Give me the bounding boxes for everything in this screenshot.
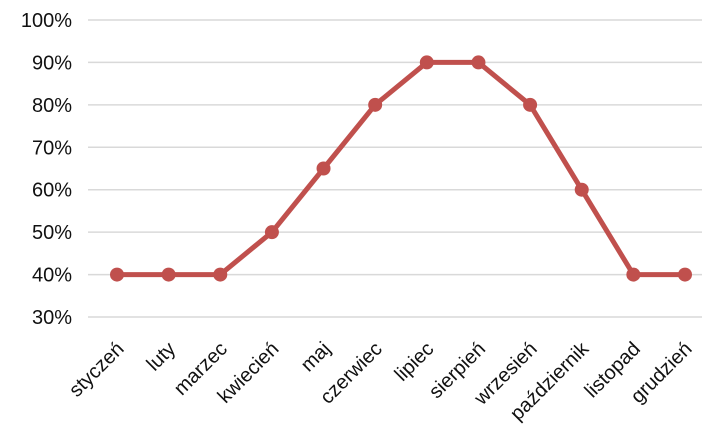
- y-tick-label: 50%: [32, 222, 72, 244]
- data-point: [626, 267, 641, 282]
- y-tick-label: 40%: [32, 265, 72, 287]
- x-tick-label: maj: [297, 338, 335, 376]
- data-point: [161, 267, 176, 282]
- y-tick-label: 30%: [32, 307, 72, 329]
- data-point: [678, 267, 692, 282]
- y-tick-label: 80%: [32, 95, 72, 117]
- y-tick-label: 90%: [32, 52, 72, 74]
- data-point: [264, 225, 279, 240]
- data-point: [368, 97, 383, 112]
- data-point: [574, 182, 589, 197]
- data-point: [523, 97, 538, 112]
- data-point: [213, 267, 228, 282]
- series-group: [110, 55, 692, 282]
- y-tick-label: 60%: [32, 180, 72, 202]
- x-tick-label: luty: [143, 338, 181, 376]
- data-point: [471, 55, 486, 70]
- data-point: [316, 161, 331, 176]
- data-point: [110, 267, 124, 282]
- y-axis-ticks: 30% 40% 50% 60% 70% 80% 90% 100%: [21, 10, 72, 329]
- x-tick-label: styczeń: [65, 338, 129, 402]
- y-tick-label: 70%: [32, 137, 72, 159]
- y-tick-label: 100%: [21, 10, 72, 32]
- data-point: [419, 55, 434, 70]
- x-tick-label: lipiec: [391, 338, 439, 386]
- series-line: [114, 59, 688, 278]
